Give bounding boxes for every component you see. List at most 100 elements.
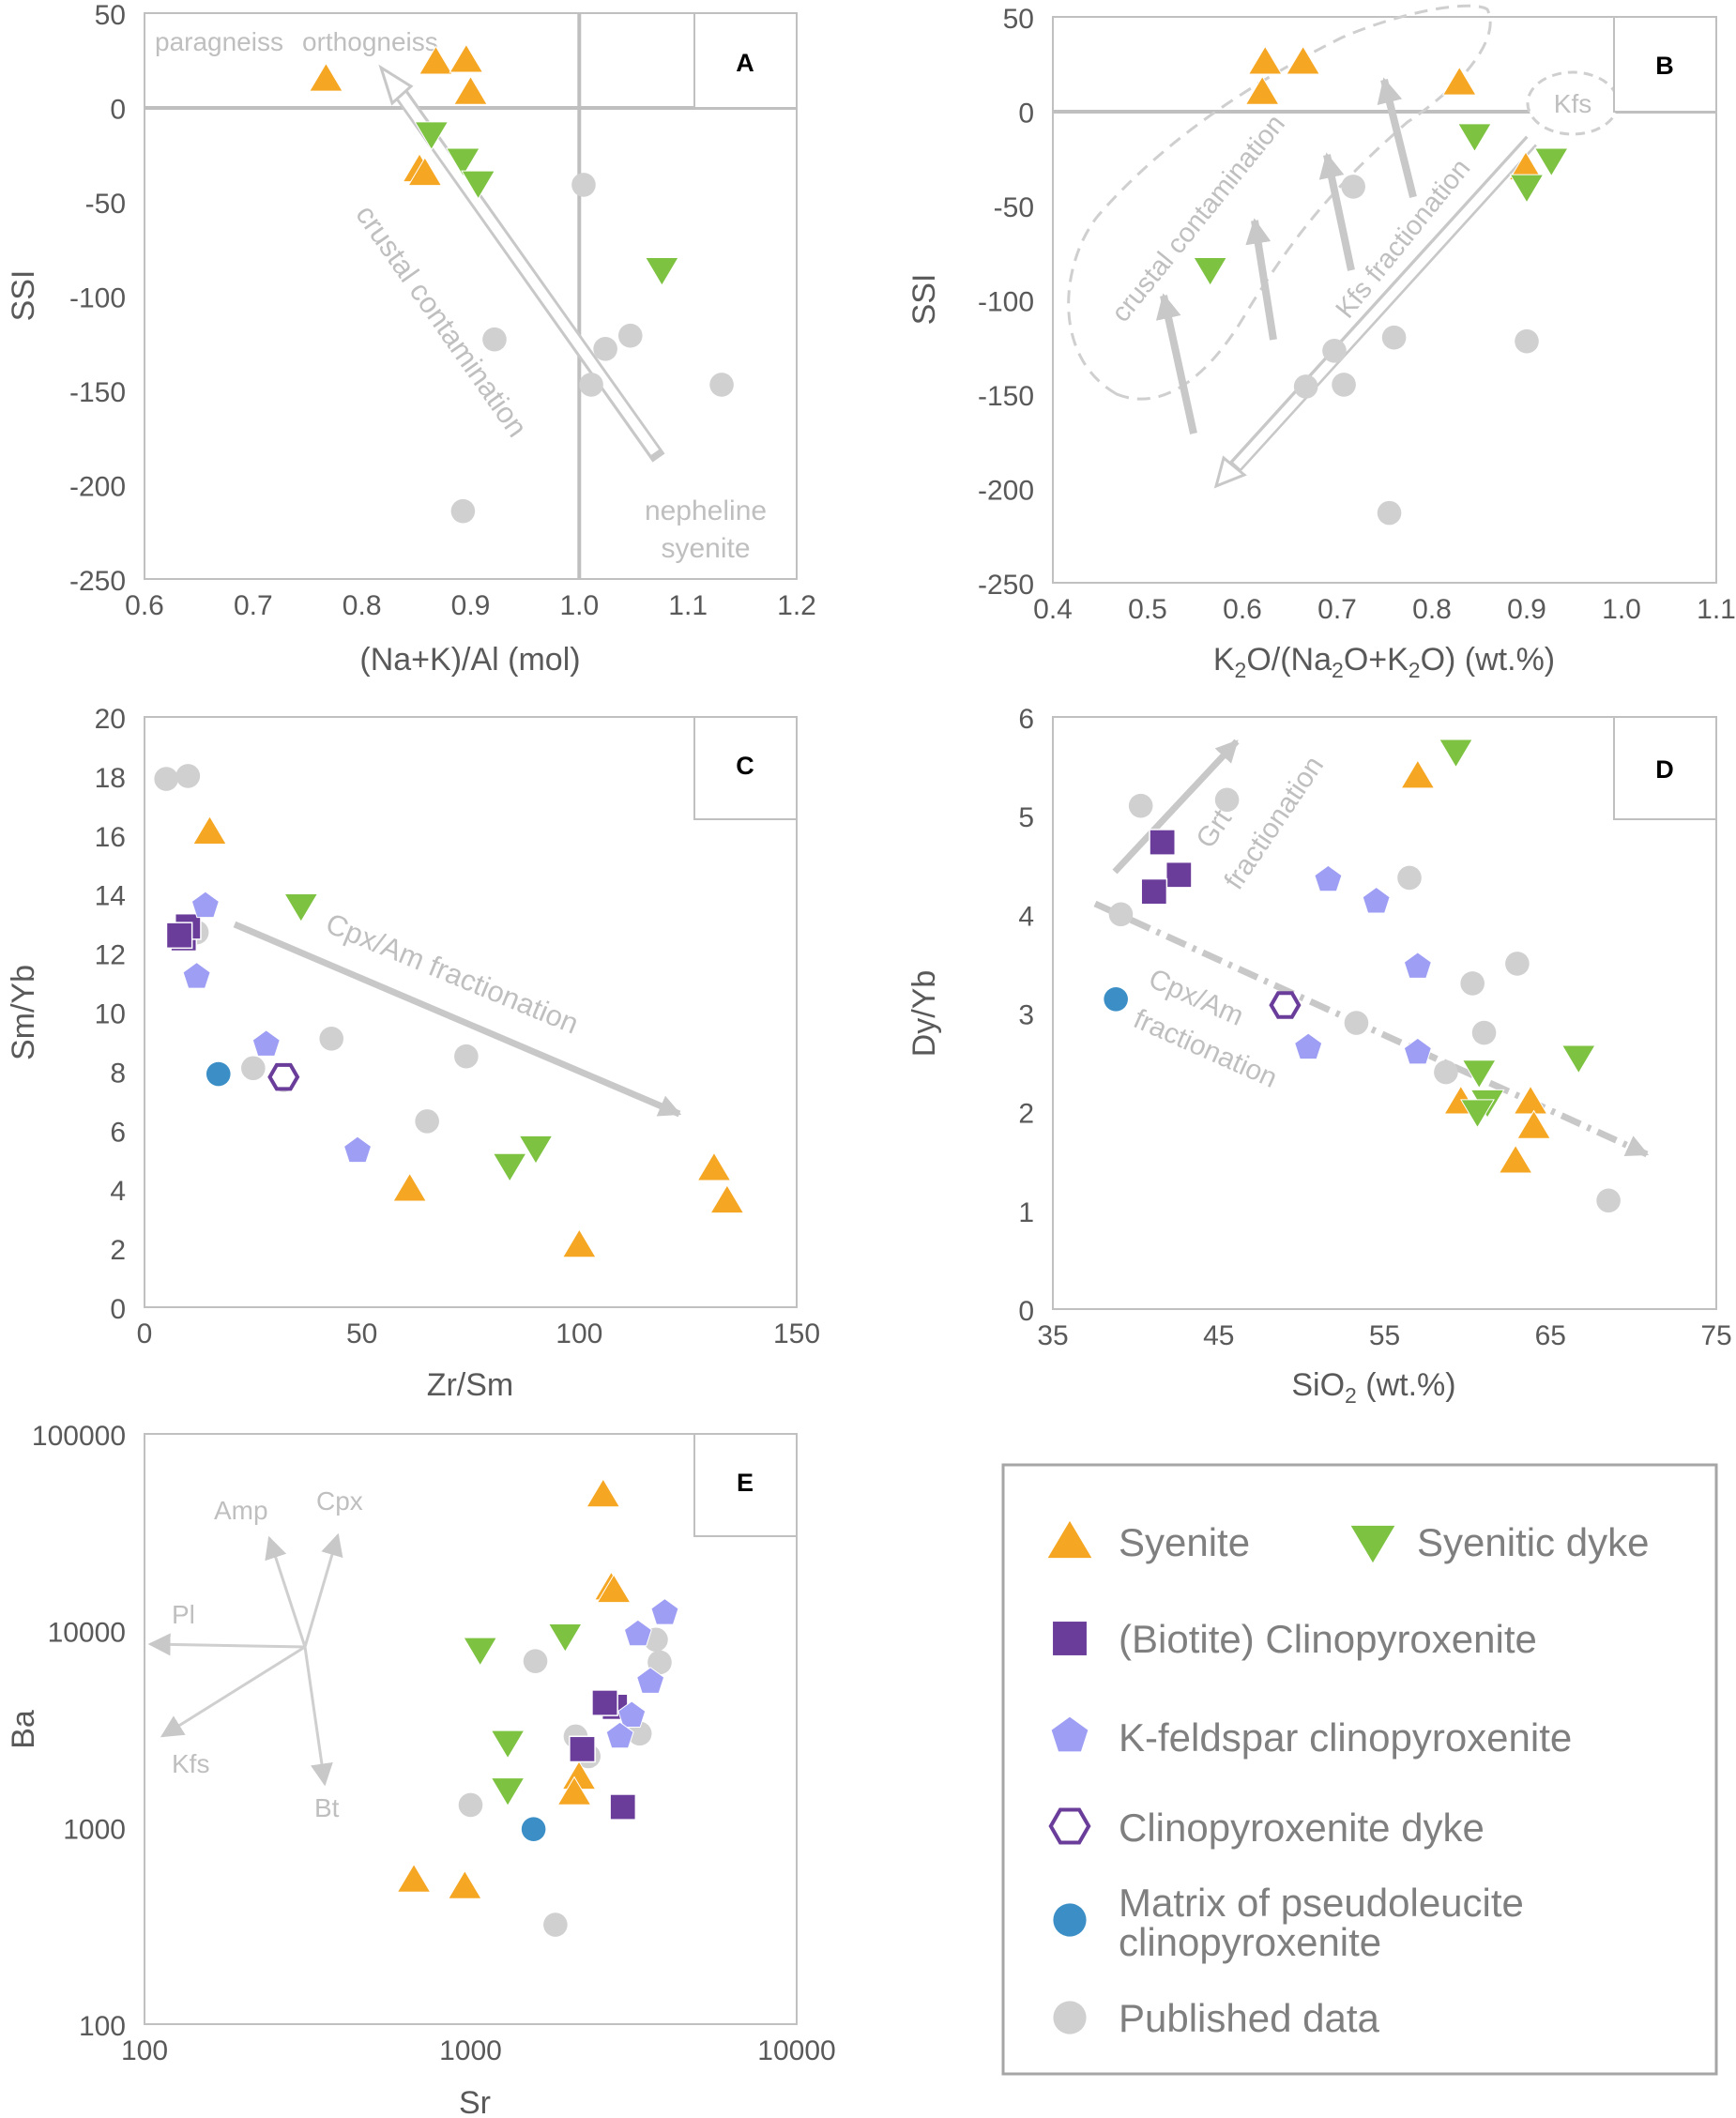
legend-markers	[1045, 1518, 1397, 2034]
panel-d-point-biotite-clinopyroxenite	[1149, 829, 1177, 856]
panel-a-point-syenitic-dyke	[445, 147, 480, 177]
panel-a-point-syenite	[418, 45, 453, 75]
panel-a-x-tick: 1.1	[668, 590, 708, 621]
panel-c-point-syenite	[709, 1184, 745, 1214]
panel-a-x-tick: 0.6	[125, 590, 164, 621]
panel-d-point-published	[1214, 787, 1240, 813]
panel-c-y-tick: 16	[95, 822, 126, 853]
panel-c-point-kfeldspar-clinopyroxenite	[182, 961, 211, 989]
panel-b-contam-arrow-3	[1318, 152, 1355, 271]
panel-e-point-syenite	[596, 1574, 632, 1604]
panel-a-point-published	[450, 498, 476, 524]
panel-d-point-published	[1505, 952, 1530, 976]
panel-c-x-tick: 100	[556, 1318, 602, 1349]
panel-e-label-box	[693, 1433, 798, 1537]
panel-d-y-tick: 1	[1018, 1197, 1034, 1228]
panel-c-point-matrix	[206, 1061, 231, 1087]
panel-c-y-tick: 18	[95, 763, 126, 794]
panel-d-point-kfeldspar-clinopyroxenite	[1403, 952, 1432, 979]
panel-d-y-tick: 4	[1018, 901, 1034, 932]
panel-a-point-published	[617, 323, 643, 348]
panel-a-x-tick: 0.9	[451, 590, 491, 621]
panel-b-point-published	[1332, 373, 1356, 397]
panel-d-point-clinopyroxenite-dyke	[1269, 991, 1302, 1019]
panel-a-label: A	[736, 49, 754, 77]
panel-a-syenite-field-label: syenite	[661, 533, 750, 564]
panel-a-points	[308, 43, 734, 524]
panel-d-x-title-unit: (wt.%)	[1357, 1367, 1456, 1403]
panel-c-x-tick: 150	[773, 1318, 820, 1349]
panel-e-point-kfeldspar-clinopyroxenite	[650, 1597, 679, 1625]
legend-label-published-data: Published data	[1119, 1996, 1380, 2040]
panel-b-x-tick: 1.1	[1697, 594, 1736, 625]
panel-c-point-syenitic-dyke	[492, 1152, 527, 1182]
panel-b-point-syenitic-dyke	[1456, 123, 1492, 153]
panel-b-frame	[1052, 16, 1717, 584]
panel-b-point-published	[1322, 338, 1347, 363]
panel-a-contamination-arrowhead	[378, 64, 414, 106]
panel-e-x-tick: 10000	[757, 2035, 835, 2066]
legend-marker-published	[1053, 2001, 1087, 2034]
legend-marker-syenite	[1045, 1518, 1094, 1560]
panel-b-y-tick: -150	[978, 381, 1034, 412]
panel-c-point-syenite	[392, 1172, 428, 1202]
panel-b-x-tick: 1.0	[1602, 594, 1641, 625]
panel-d-point-published	[1596, 1188, 1621, 1213]
panel-c-point-published	[154, 767, 178, 791]
panel-e-point-syenitic-dyke	[490, 1729, 525, 1760]
legend-label-kfeldspar-clinopyroxenite: K-feldspar clinopyroxenite	[1119, 1715, 1572, 1760]
panel-e-ticks: 100 1000 10000 100 1000 10000 100000	[32, 1421, 836, 2066]
panel-a-y-tick: -200	[69, 472, 126, 503]
legend-marker-syenitic-dyke	[1348, 1524, 1397, 1565]
legend-label-matrix-line1: Matrix of pseudoleucite	[1119, 1881, 1524, 1925]
panel-d-y-title: Dy/Yb	[906, 970, 942, 1058]
panel-c-label: C	[736, 752, 754, 780]
panel-c-y-tick: 12	[95, 940, 126, 971]
panel-b-point-syenite	[1441, 66, 1477, 96]
panel-b-point-published	[1293, 374, 1318, 399]
panel-d-x-tick: 35	[1037, 1320, 1068, 1351]
panel-e-point-syenite	[396, 1863, 432, 1893]
panel-b-contam-arrow-2	[1245, 218, 1277, 341]
panel-b-y-tick: -200	[978, 476, 1034, 507]
panel-e-x-title: Sr	[459, 2085, 491, 2118]
panel-e-kfs-vector	[160, 1645, 306, 1738]
panel-d-point-kfeldspar-clinopyroxenite	[1403, 1037, 1432, 1065]
panel-b-label: B	[1655, 52, 1674, 80]
panel-e-amp-label: Amp	[214, 1496, 268, 1525]
panel-e-point-syenite	[586, 1478, 621, 1508]
panel-c-y-tick: 8	[110, 1058, 126, 1089]
panel-a-ticks: 0.6 0.7 0.8 0.9 1.0 1.1 1.2 -250 -200 -150 -100 -50…	[69, 0, 816, 621]
panel-e-y-tick: 100000	[32, 1421, 126, 1452]
panel-a-y-tick: -100	[69, 283, 126, 314]
panel-e-point-published	[458, 1792, 483, 1818]
panel-b-contam-arrow-4	[1377, 77, 1417, 198]
panel-b-y-tick: 0	[1018, 99, 1034, 130]
panel-b-point-published	[1381, 325, 1407, 350]
panel-d-label-box	[1613, 716, 1717, 820]
panel-c-cpx-am-arrow	[233, 921, 682, 1118]
panel-b-point-published	[1515, 328, 1539, 354]
panel-c-point-syenitic-dyke	[283, 892, 319, 923]
panel-e-point-kfeldspar-clinopyroxenite	[605, 1721, 634, 1749]
panel-e-point-syenitic-dyke	[463, 1637, 498, 1667]
panel-b-x-tick: 0.8	[1412, 594, 1452, 625]
panel-c-point-kfeldspar-clinopyroxenite	[190, 891, 220, 919]
panel-b-point-published	[1341, 175, 1365, 199]
panel-a-point-published	[579, 373, 603, 397]
panel-d-x-title-sub: 2	[1345, 1383, 1357, 1408]
panel-e-amp-vector	[265, 1535, 307, 1648]
panel-c-y-tick: 2	[110, 1235, 126, 1266]
panel-e-point-kfeldspar-clinopyroxenite	[636, 1667, 665, 1694]
panel-d-point-syenitic-dyke	[1439, 739, 1473, 769]
panel-a-point-syenite	[449, 43, 484, 73]
panel-e-point-syenite	[556, 1775, 592, 1806]
panel-b-y-tick: 50	[1003, 4, 1034, 35]
panel-e-pl-vector	[147, 1633, 306, 1656]
panel-c-label-box	[693, 716, 798, 820]
panel-e-cpx-label: Cpx	[316, 1486, 363, 1516]
panel-a-point-syenite	[308, 62, 343, 92]
panel-d-x-tick: 75	[1700, 1320, 1731, 1351]
